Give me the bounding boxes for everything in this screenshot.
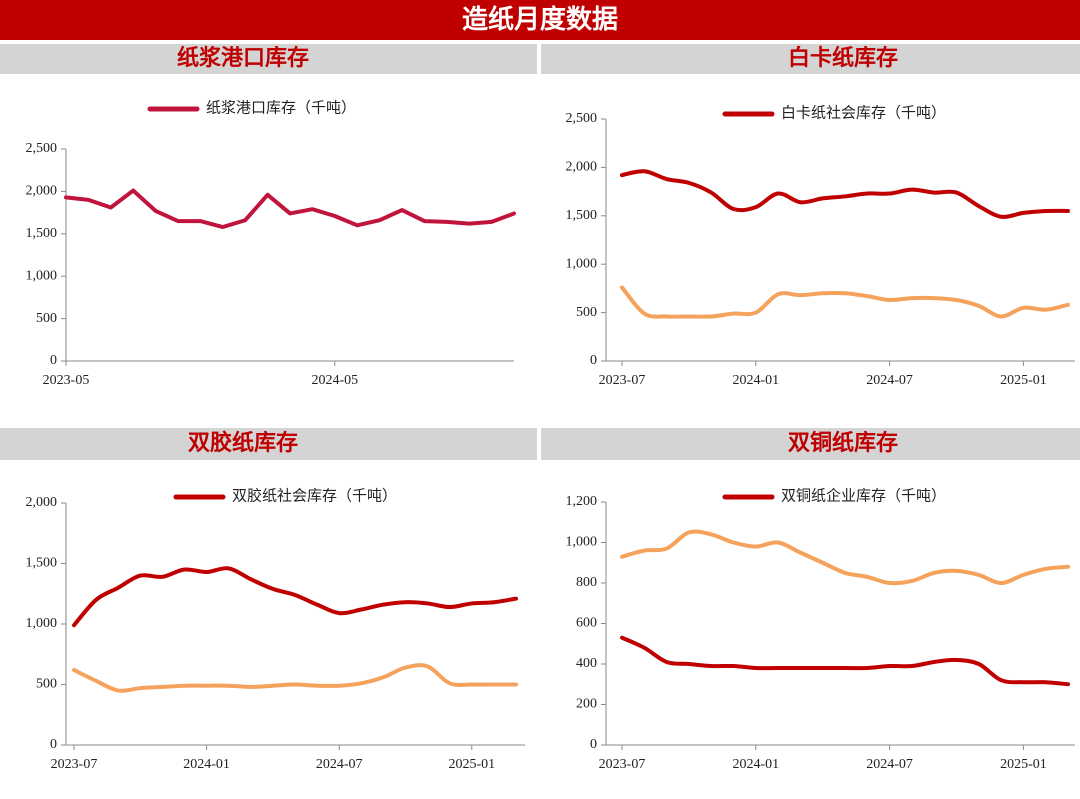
panel-header (0, 428, 537, 460)
legend-label: 白卡纸社会库存（千吨） (781, 104, 946, 121)
legend-label: 双铜纸企业库存（千吨） (781, 486, 946, 504)
y-tick-label: 1,500 (566, 208, 598, 223)
y-tick-label: 600 (576, 616, 597, 631)
panel-header (0, 44, 537, 74)
chart-title: 纸浆港口库存 (177, 45, 309, 70)
header-bar (0, 0, 1080, 40)
x-tick-label: 2024-07 (316, 757, 363, 772)
y-tick-label: 0 (50, 353, 57, 368)
chart-title: 白卡纸库存 (788, 45, 898, 70)
y-tick-label: 400 (576, 656, 597, 671)
legend-label: 双胶纸社会库存（千吨） (232, 487, 397, 504)
y-tick-label: 2,000 (26, 184, 58, 199)
x-tick-label: 2025-01 (1000, 757, 1047, 772)
line-series (620, 635, 1070, 687)
y-tick-label: 2,500 (26, 141, 58, 156)
x-tick-label: 2024-07 (866, 757, 913, 772)
y-tick-label: 500 (36, 311, 57, 326)
x-tick-label: 2025-01 (1000, 373, 1047, 388)
line-series (620, 529, 1070, 586)
y-tick-label: 1,000 (26, 616, 58, 631)
y-tick-label: 0 (590, 353, 597, 368)
x-tick-label: 2023-07 (51, 757, 98, 772)
y-tick-label: 1,500 (26, 556, 58, 571)
chart-title: 双胶纸库存 (188, 430, 298, 455)
x-tick-label: 2024-01 (183, 757, 230, 772)
y-tick-label: 1,000 (26, 268, 58, 283)
legend-label: 纸浆港口库存（千吨） (206, 98, 356, 116)
y-tick-label: 1,500 (26, 226, 58, 241)
y-tick-label: 800 (576, 575, 597, 590)
x-tick-label: 2023-07 (599, 373, 646, 388)
x-tick-label: 2024-05 (311, 373, 358, 388)
line-series (620, 169, 1070, 219)
x-tick-label: 2024-01 (732, 373, 779, 388)
y-tick-label: 200 (576, 697, 597, 712)
y-tick-label: 500 (576, 305, 597, 320)
y-tick-label: 2,000 (26, 495, 58, 510)
page-title: 造纸月度数据 (462, 4, 618, 34)
panel-header (541, 44, 1080, 74)
x-tick-label: 2024-01 (732, 757, 779, 772)
y-tick-label: 2,000 (566, 160, 598, 175)
chart-title: 双铜纸库存 (788, 430, 898, 455)
x-tick-label: 2023-05 (43, 373, 90, 388)
x-tick-label: 2024-07 (866, 373, 913, 388)
y-tick-label: 1,200 (566, 494, 598, 509)
y-tick-label: 0 (590, 737, 597, 752)
y-tick-label: 0 (50, 737, 57, 752)
line-series (620, 285, 1070, 319)
x-tick-label: 2023-07 (599, 757, 646, 772)
y-tick-label: 500 (36, 677, 57, 692)
line-series (72, 663, 518, 693)
line-series (64, 188, 516, 230)
line-series (72, 566, 518, 628)
y-tick-label: 1,000 (566, 535, 598, 550)
y-tick-label: 1,000 (566, 256, 598, 271)
x-tick-label: 2025-01 (448, 757, 495, 772)
y-tick-label: 2,500 (566, 111, 598, 126)
panel-header (541, 428, 1080, 460)
